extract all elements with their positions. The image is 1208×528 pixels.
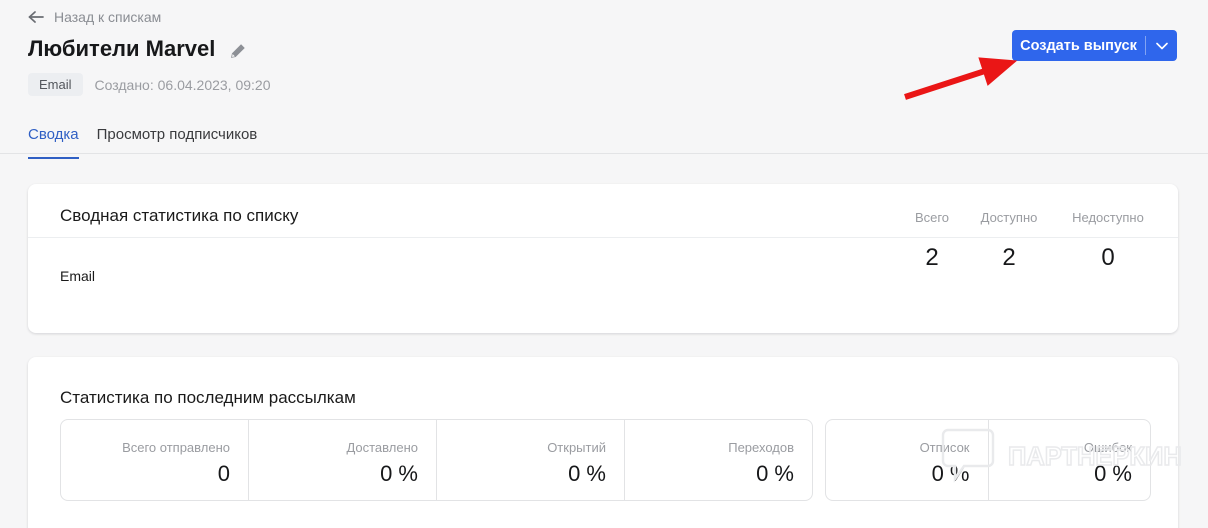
svg-text:ПАРТНЕРКИН: ПАРТНЕРКИН (1008, 443, 1182, 471)
